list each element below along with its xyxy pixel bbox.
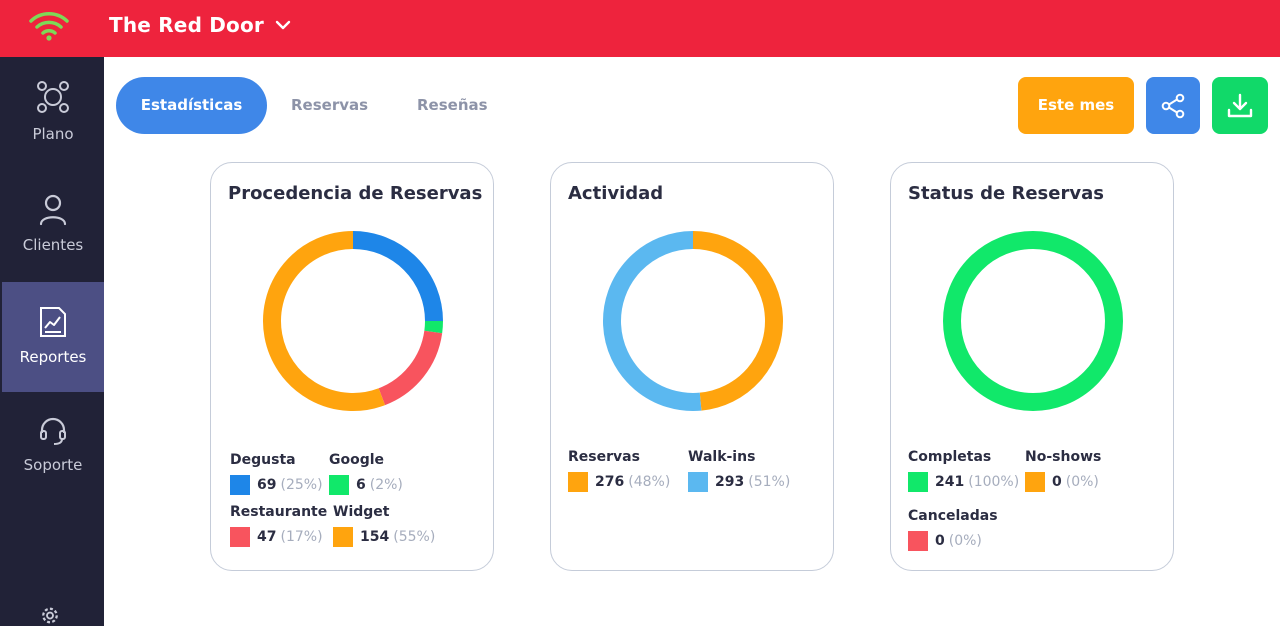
legend-value: 293 (715, 474, 745, 490)
sidebar-item-label: Clientes (22, 236, 84, 254)
slice-google (424, 320, 443, 334)
legend-item-no-shows: No-shows 0 (0%) (1025, 449, 1101, 492)
sidebar-item-plano[interactable]: Plano (2, 57, 104, 167)
origin-card: Procedencia de Reservas Degusta 69 (25%)… (210, 162, 494, 571)
slice-completas (943, 231, 1123, 411)
legend-percent: (100%) (968, 474, 1020, 490)
card-title: Procedencia de Reservas (228, 183, 483, 204)
card-title: Status de Reservas (908, 183, 1104, 204)
legend-swatch (333, 527, 353, 547)
chevron-down-icon (275, 20, 291, 30)
legend-percent: (2%) (369, 477, 403, 493)
legend-value: 276 (595, 474, 625, 490)
legend-label: Reservas (568, 449, 640, 465)
legend-item-restaurante: Restaurante 47 (17%) (230, 504, 327, 547)
period-button[interactable]: Este mes (1018, 77, 1134, 134)
legend-percent: (48%) (628, 474, 671, 490)
legend-label: Canceladas (908, 508, 998, 524)
legend-percent: (0%) (948, 533, 982, 549)
slice-degusta (352, 231, 443, 322)
sidebar-item-label: Reportes (19, 348, 87, 366)
user-icon (39, 194, 67, 226)
share-button[interactable] (1146, 77, 1200, 134)
legend-item-completas: Completas 241 (100%) (908, 449, 1019, 492)
legend-percent: (17%) (280, 529, 323, 545)
sidebar-item-label: Plano (32, 125, 74, 143)
slice-widget (263, 231, 386, 411)
share-icon (1161, 93, 1185, 118)
slice-reservas (692, 231, 783, 411)
report-chart-icon (40, 307, 66, 337)
legend-percent: (51%) (748, 474, 791, 490)
legend-percent: (0%) (1065, 474, 1099, 490)
card-title: Actividad (568, 183, 664, 204)
legend-label: Restaurante (230, 504, 328, 520)
legend-item-google: Google 6 (2%) (329, 452, 403, 495)
sidebar-item-soporte[interactable]: Soporte (2, 392, 104, 502)
sidebar: Plano Clientes Reportes Soporte (0, 57, 104, 626)
legend-label: Completas (908, 449, 992, 465)
legend-value: 47 (257, 529, 277, 545)
status-donut-chart (943, 231, 1123, 411)
legend-percent: (55%) (393, 529, 436, 545)
gear-icon[interactable] (36, 605, 64, 626)
legend-swatch (230, 475, 250, 495)
legend-value: 154 (360, 529, 390, 545)
legend-swatch (230, 527, 250, 547)
origin-donut-chart (263, 231, 443, 411)
legend-item-degusta: Degusta 69 (25%) (230, 452, 323, 495)
top-bar: The Red Door (0, 0, 1280, 57)
download-button[interactable] (1212, 77, 1268, 134)
legend-label: Walk-ins (688, 449, 756, 465)
download-icon (1227, 93, 1253, 117)
legend-item-reservas: Reservas 276 (48%) (568, 449, 670, 492)
status-card: Status de Reservas Completas 241 (100%) … (890, 162, 1174, 571)
legend-swatch (329, 475, 349, 495)
slice-walk-ins (603, 231, 702, 411)
venue-selector[interactable]: The Red Door (109, 13, 292, 37)
legend-label: Google (329, 452, 385, 468)
wifi-icon (29, 12, 69, 41)
legend-value: 0 (1052, 474, 1062, 490)
sidebar-item-label: Soporte (23, 456, 83, 474)
legend-item-widget: Widget 154 (55%) (333, 504, 435, 547)
floor-plan-icon (37, 81, 69, 113)
tab-reservas[interactable]: Reservas (291, 96, 369, 114)
legend-value: 0 (935, 533, 945, 549)
sidebar-item-clientes[interactable]: Clientes (2, 172, 104, 282)
legend-swatch (908, 472, 928, 492)
legend-value: 6 (356, 477, 366, 493)
tab-estadisticas[interactable]: Estadísticas (116, 77, 267, 134)
legend-value: 241 (935, 474, 965, 490)
legend-label: Widget (333, 504, 390, 520)
legend-value: 69 (257, 477, 277, 493)
legend-percent: (25%) (280, 477, 323, 493)
legend-item-canceladas: Canceladas 0 (0%) (908, 508, 998, 551)
activity-card: Actividad Reservas 276 (48%) Walk-ins 29… (550, 162, 834, 571)
slice-restaurante (378, 330, 443, 406)
legend-item-walk-ins: Walk-ins 293 (51%) (688, 449, 790, 492)
tab-resenas[interactable]: Reseñas (417, 96, 488, 114)
legend-label: No-shows (1025, 449, 1102, 465)
legend-swatch (688, 472, 708, 492)
activity-donut-chart (603, 231, 783, 411)
legend-swatch (1025, 472, 1045, 492)
sidebar-item-reportes[interactable]: Reportes (2, 282, 104, 392)
headset-icon (40, 417, 66, 445)
legend-swatch (908, 531, 928, 551)
legend-swatch (568, 472, 588, 492)
venue-name: The Red Door (109, 13, 264, 37)
legend-label: Degusta (230, 452, 296, 468)
